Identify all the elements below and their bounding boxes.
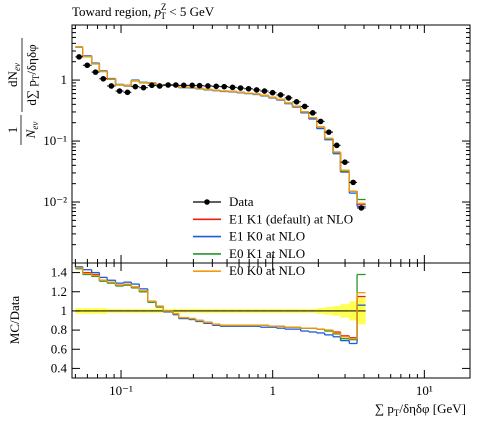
y-tick-label: 1.4: [51, 265, 68, 280]
data-point: [358, 205, 365, 211]
data-point: [100, 75, 107, 82]
main-frame: [71, 24, 471, 264]
ylabel-den2-rest: /δηδφ: [24, 44, 39, 74]
title-sup: Z: [161, 2, 167, 12]
title-var: p: [153, 4, 161, 19]
data-point: [156, 83, 163, 89]
data-point: [124, 89, 131, 96]
data-point: [301, 103, 308, 110]
x-axis-label: ∑ pT/δηδφ [GeV]: [375, 401, 466, 418]
data-point: [205, 83, 211, 89]
data-point: [189, 82, 195, 89]
y-tick-label: 1: [61, 303, 68, 318]
y-tick-label: 0.8: [51, 322, 67, 337]
y-tick-label: 1: [61, 72, 68, 87]
xlabel-pre: ∑ p: [375, 401, 394, 416]
x-tick-label: 10¹: [416, 383, 433, 398]
data-point: [326, 129, 332, 135]
data-point: [108, 83, 115, 89]
data-point: [245, 85, 252, 92]
ratio-frame: [71, 262, 471, 379]
y-tick-label: 1.2: [51, 284, 67, 299]
data-point: [76, 54, 82, 60]
data-point: [277, 92, 284, 98]
title-sub: T: [160, 11, 166, 21]
data-point: [196, 82, 203, 89]
data-point: [350, 179, 356, 186]
data-point: [92, 69, 99, 75]
xlabel-rest: /δηδφ [GeV]: [399, 401, 466, 416]
ratio-y-axis-label: MC/Data: [7, 296, 22, 345]
ratio-plot: [75, 266, 366, 345]
legend-label: E0 K0 at NLO: [229, 263, 305, 278]
data-point: [269, 89, 276, 96]
data-point: [333, 142, 340, 149]
y-tick-label: 10⁻²: [43, 194, 67, 209]
ylabel-den2: d∑ pT/δηδφ: [24, 44, 41, 105]
ylabel-num2-sub: ev: [12, 63, 22, 71]
ylabel-num2-var: dN: [5, 70, 20, 87]
y-tick-label: 0.6: [51, 341, 68, 356]
legend-label: Data: [229, 194, 254, 209]
ylabel-den1: Nev: [23, 122, 40, 140]
data-point: [229, 84, 236, 91]
legend-label: E0 K1 at NLO: [229, 246, 305, 261]
data-point: [342, 159, 348, 165]
data-point: [221, 83, 228, 90]
xlabel-sub: T: [394, 408, 400, 418]
data-point: [237, 85, 244, 91]
legend-swatch-dot: [204, 199, 210, 205]
chart-title: Toward region, pZ T < 5 GeV: [72, 2, 215, 21]
main-plot: [75, 46, 366, 211]
axes: 10⁻² 10⁻¹ 1 0.4 0.6 0.8 1 1.2 1.4 10⁻¹ 1 10¹: [43, 25, 470, 398]
data-point: [132, 83, 139, 90]
ylabel-den1-sub: ev: [30, 122, 40, 130]
data-point: [116, 88, 123, 94]
ylabel-num1: 1: [5, 127, 20, 134]
data-point: [253, 87, 260, 93]
data-point: [317, 118, 324, 125]
legend-label: E1 K0 at NLO: [229, 229, 305, 244]
data-point: [309, 110, 316, 116]
ylabel-den2-sub: T: [31, 74, 41, 80]
data-point: [180, 82, 187, 89]
data-point: [149, 82, 155, 89]
title-rest: < 5 GeV: [166, 4, 215, 19]
data-point: [293, 99, 300, 105]
data-point: [84, 62, 91, 69]
ylabel-den1-var: N: [23, 128, 38, 139]
ylabel-num2: dNev: [5, 63, 22, 87]
data-point: [285, 95, 292, 101]
data-point: [261, 88, 268, 94]
legend: Data E1 K1 (default) at NLO E1 K0 at NLO E0…: [193, 194, 353, 278]
y-axis-label: 1 Nev dNev d∑ pT/δηδφ MC/Data: [5, 38, 41, 344]
legend-label: E1 K1 (default) at NLO: [229, 211, 353, 226]
data-point: [140, 84, 147, 91]
x-tick-label: 10⁻¹: [109, 383, 133, 398]
x-tick-label: 1: [269, 383, 276, 398]
ylabel-den2-var: d∑ p: [24, 80, 39, 106]
title-text: Toward region,: [72, 4, 154, 19]
data-point: [165, 82, 171, 88]
y-tick-label: 10⁻¹: [43, 133, 67, 148]
data-point: [213, 83, 220, 90]
data-point: [173, 82, 179, 88]
y-tick-label: 0.4: [51, 360, 68, 375]
